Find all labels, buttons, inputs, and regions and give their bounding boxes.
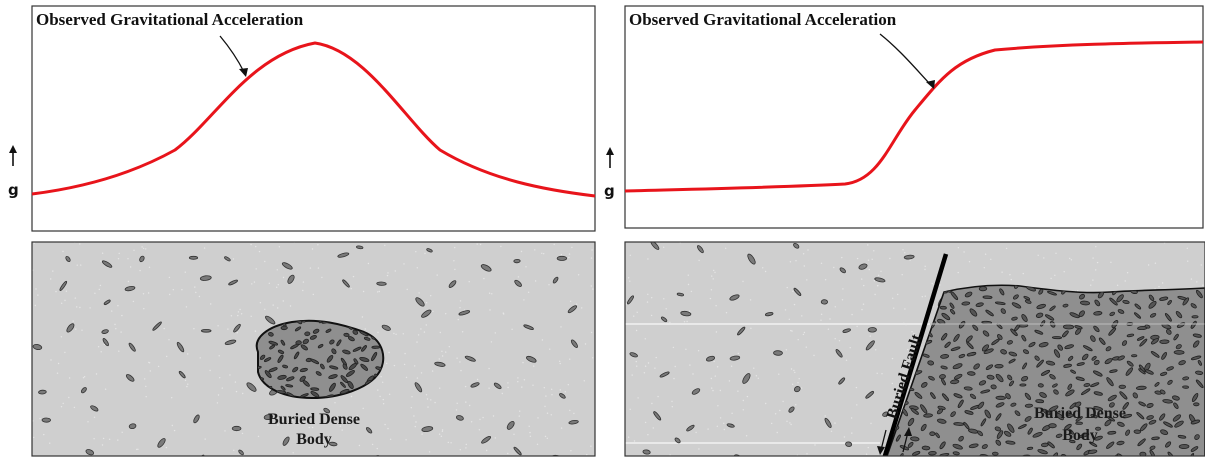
fault-motion-arrow-down-icon [877,429,887,455]
left-pointer-arrowhead-icon [239,68,248,77]
right-body-label-line2: Body [1062,427,1098,444]
right-gravity-graph: Observed Gravitational Acceleration g [604,5,1204,229]
right-curve-pointer-arrow [879,33,931,85]
buried-fault-line [882,253,949,456]
right-cross-section [625,242,1205,456]
fault-motion-arrow-icon [902,427,912,453]
left-graph-title: Observed Gravitational Acceleration [36,10,304,29]
left-body-label-line2: Body [296,431,332,448]
right-up-arrow-icon [606,147,614,168]
left-gravity-graph: Observed Gravitational Acceleration g [8,5,596,232]
right-section-frame [624,241,1205,457]
right-axis-label-g: g [604,182,615,200]
left-body-label-line1: Buried Dense [268,411,360,428]
right-graph-frame [624,5,1204,229]
left-cross-section [32,242,595,456]
left-gravity-curve [31,41,596,198]
right-body-label-line1: Buried Dense [1034,405,1126,422]
left-graph-frame [31,5,596,232]
left-up-arrow-icon [9,145,17,166]
right-gravity-curve [624,40,1204,193]
left-section-frame [31,241,596,457]
right-graph-title: Observed Gravitational Acceleration [629,10,897,29]
left-axis-label-g: g [8,181,19,199]
left-rock-texture-dots [32,242,594,456]
right-pointer-arrowhead-icon [926,80,935,89]
